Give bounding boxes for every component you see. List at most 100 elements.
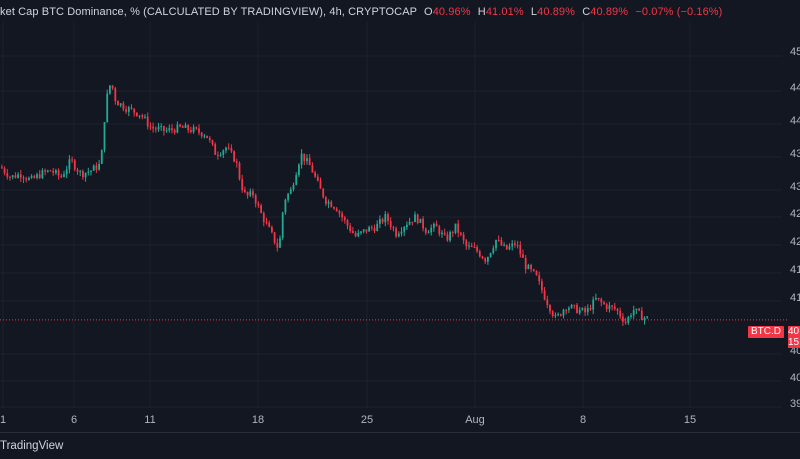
candle-up xyxy=(203,135,206,137)
candle-down xyxy=(422,218,424,229)
candle-down xyxy=(52,171,55,173)
last-price-value: 40 xyxy=(788,326,800,337)
candle-down xyxy=(217,154,219,156)
candle-down xyxy=(181,126,184,128)
candle-down xyxy=(271,227,273,233)
candle-down xyxy=(254,195,257,204)
candle-down xyxy=(149,126,152,128)
candle-up xyxy=(225,147,227,151)
close-key: C xyxy=(582,6,591,18)
candle-up xyxy=(68,159,71,170)
candle-up xyxy=(487,257,489,262)
candle-up xyxy=(295,175,298,185)
candle-down xyxy=(600,299,603,303)
candle-down xyxy=(73,160,76,170)
candle-down xyxy=(546,299,549,306)
candle-down xyxy=(173,130,176,133)
candle-down xyxy=(638,308,640,311)
price-axis-label: 44 xyxy=(790,115,800,127)
low-value: 40.89% xyxy=(537,6,576,18)
candle-up xyxy=(357,232,360,237)
candle-up xyxy=(527,264,530,270)
candle-down xyxy=(198,128,200,133)
candle-down xyxy=(484,258,487,262)
candle-down xyxy=(311,165,314,173)
candle-up xyxy=(468,245,470,247)
candle-down xyxy=(341,213,343,218)
candle-up xyxy=(109,85,111,94)
candle-down xyxy=(465,240,468,247)
candle-down xyxy=(622,316,624,322)
price-axis-label: 44 xyxy=(790,82,800,94)
candle-down xyxy=(387,214,389,221)
candle-up xyxy=(144,116,146,118)
candle-down xyxy=(532,269,535,271)
candle-up xyxy=(408,221,411,225)
candle-up xyxy=(289,189,292,194)
candle-down xyxy=(57,170,60,176)
candle-down xyxy=(338,211,341,214)
candle-up xyxy=(449,232,451,241)
candle-up xyxy=(176,124,179,133)
candle-down xyxy=(530,264,532,270)
tradingview-brand[interactable]: TradingView xyxy=(0,440,64,452)
candle-up xyxy=(570,304,573,309)
candle-down xyxy=(373,228,376,231)
candle-down xyxy=(171,128,173,131)
price-axis-label: 45 xyxy=(790,46,800,58)
candle-up xyxy=(400,231,403,234)
candle-down xyxy=(227,147,230,149)
candle-down xyxy=(549,305,551,312)
candle-down xyxy=(273,232,276,243)
candle-down xyxy=(446,234,449,241)
candle-down xyxy=(573,304,576,306)
candle-up xyxy=(41,170,44,179)
candle-up xyxy=(90,170,92,172)
candle-up xyxy=(595,297,597,300)
candle-up xyxy=(65,169,68,175)
candle-up xyxy=(511,243,514,247)
candle-down xyxy=(214,144,217,155)
candle-down xyxy=(200,132,203,137)
candle-up xyxy=(554,314,557,316)
candle-up xyxy=(360,231,362,233)
candle-down xyxy=(516,245,519,247)
candle-down xyxy=(640,310,643,321)
candle-down xyxy=(565,309,568,311)
candle-down xyxy=(208,137,211,141)
candle-up xyxy=(562,309,565,316)
candle-up xyxy=(419,218,422,223)
candle-down xyxy=(325,197,327,204)
candle-down xyxy=(443,232,446,235)
candle-up xyxy=(287,193,289,200)
candle-down xyxy=(335,208,338,212)
candle-up xyxy=(495,239,497,249)
candle-down xyxy=(543,290,546,300)
candle-up xyxy=(92,165,95,171)
candle-down xyxy=(343,217,346,221)
candle-down xyxy=(330,201,333,208)
candle-up xyxy=(106,93,109,123)
candle-up xyxy=(138,115,141,117)
candle-down xyxy=(346,220,349,226)
candle-up xyxy=(63,174,65,177)
candle-up xyxy=(11,175,14,177)
candle-down xyxy=(244,189,246,193)
candle-up xyxy=(30,176,33,178)
candle-down xyxy=(71,159,73,161)
candle-down xyxy=(435,223,438,227)
candle-down xyxy=(235,161,238,164)
chart-legend: ket Cap BTC Dominance, % (CALCULATED BY … xyxy=(0,6,722,18)
candle-up xyxy=(306,158,308,162)
candle-down xyxy=(522,254,524,258)
price-axis-label: 43 xyxy=(790,181,800,193)
candle-down xyxy=(457,223,460,233)
candle-down xyxy=(49,170,52,172)
candle-down xyxy=(462,234,465,241)
candle-down xyxy=(500,239,503,246)
candle-up xyxy=(249,191,252,196)
candle-down xyxy=(505,244,508,250)
candle-up xyxy=(379,219,381,224)
last-price-tag: 40 15 xyxy=(788,326,800,348)
